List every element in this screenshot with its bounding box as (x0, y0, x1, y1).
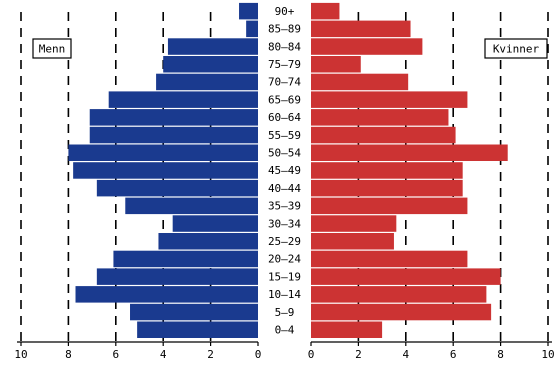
x-axes: 10 8 6 4 2 0 0 2 4 6 8 10 (14, 341, 555, 361)
male-bar-14 (156, 73, 258, 91)
legend-men: Menn (32, 38, 72, 59)
female-bars (311, 2, 508, 338)
female-bar-9 (311, 162, 463, 179)
legend-men-box (32, 38, 72, 59)
male-bar-5 (158, 233, 258, 250)
age-label-12: 60–64 (268, 111, 301, 124)
female-bar-15 (311, 56, 361, 73)
female-bar-18 (311, 2, 340, 20)
age-group-labels: 0–4 5–9 10–14 15–19 20–24 25–29 30–34 35–39 40–4… (268, 5, 301, 337)
x-tick-label-right: 0 (308, 348, 315, 361)
age-label-0: 0–4 (275, 324, 295, 337)
male-bar-9 (73, 162, 258, 179)
male-bar-16 (167, 38, 258, 55)
male-bar-6 (172, 215, 258, 232)
x-tick-label-left: 8 (65, 348, 72, 361)
female-bar-1 (311, 303, 492, 321)
age-label-15: 75–79 (268, 58, 301, 71)
x-tick-label-right: 10 (541, 348, 554, 361)
age-label-11: 55–59 (268, 129, 301, 142)
age-label-4: 20–24 (268, 253, 301, 266)
x-tick-label-right: 6 (450, 348, 457, 361)
age-label-5: 25–29 (268, 235, 301, 248)
x-tick-label-right: 2 (355, 348, 362, 361)
x-tick-label-left: 0 (255, 348, 262, 361)
male-bars (68, 2, 259, 338)
female-bar-12 (311, 109, 449, 126)
female-bar-2 (311, 286, 487, 303)
male-bar-0 (137, 321, 258, 338)
male-bar-13 (108, 91, 258, 108)
female-bar-17 (311, 20, 411, 38)
female-bar-0 (311, 321, 383, 338)
age-label-17: 85–89 (268, 23, 301, 36)
legend-men-label: Menn (39, 43, 66, 56)
female-bar-4 (311, 250, 468, 268)
age-label-2: 10–14 (268, 288, 301, 301)
age-label-13: 65–69 (268, 93, 301, 106)
age-label-14: 70–74 (268, 76, 301, 89)
age-label-16: 80–84 (268, 40, 301, 53)
male-bar-17 (246, 20, 258, 38)
legend-women-label: Kvinner (493, 43, 540, 56)
age-label-9: 45–49 (268, 164, 301, 177)
legend-women: Kvinner (484, 38, 548, 59)
x-tick-label-left: 2 (207, 348, 214, 361)
male-bar-11 (89, 126, 258, 144)
age-label-18: 90+ (275, 5, 295, 18)
male-bar-2 (75, 286, 258, 303)
x-tick-label-left: 10 (14, 348, 27, 361)
female-bar-6 (311, 215, 397, 232)
female-bar-3 (311, 268, 501, 285)
age-label-3: 15–19 (268, 270, 301, 283)
x-tick-label-right: 8 (497, 348, 504, 361)
legend-women-box (484, 38, 548, 59)
age-label-1: 5–9 (275, 306, 295, 319)
male-bar-7 (125, 197, 258, 215)
female-bar-11 (311, 126, 456, 144)
male-bar-1 (130, 303, 258, 321)
female-bar-10 (311, 144, 508, 161)
x-tick-label-right: 4 (402, 348, 409, 361)
age-label-8: 40–44 (268, 182, 301, 195)
female-bar-13 (311, 91, 468, 108)
female-bar-5 (311, 233, 394, 250)
male-bar-4 (113, 250, 259, 268)
male-bar-18 (239, 2, 258, 20)
female-bar-16 (311, 38, 423, 55)
age-label-6: 30–34 (268, 217, 301, 230)
male-bar-12 (89, 109, 258, 126)
female-bar-7 (311, 197, 468, 215)
male-bar-15 (163, 56, 258, 73)
female-bar-14 (311, 73, 409, 91)
x-tick-label-left: 6 (112, 348, 119, 361)
age-label-10: 50–54 (268, 147, 301, 160)
male-bar-8 (96, 179, 258, 197)
age-label-7: 35–39 (268, 200, 301, 213)
male-bar-3 (96, 268, 258, 285)
male-bar-10 (68, 144, 259, 161)
x-tick-label-left: 4 (160, 348, 167, 361)
female-bar-8 (311, 179, 463, 197)
